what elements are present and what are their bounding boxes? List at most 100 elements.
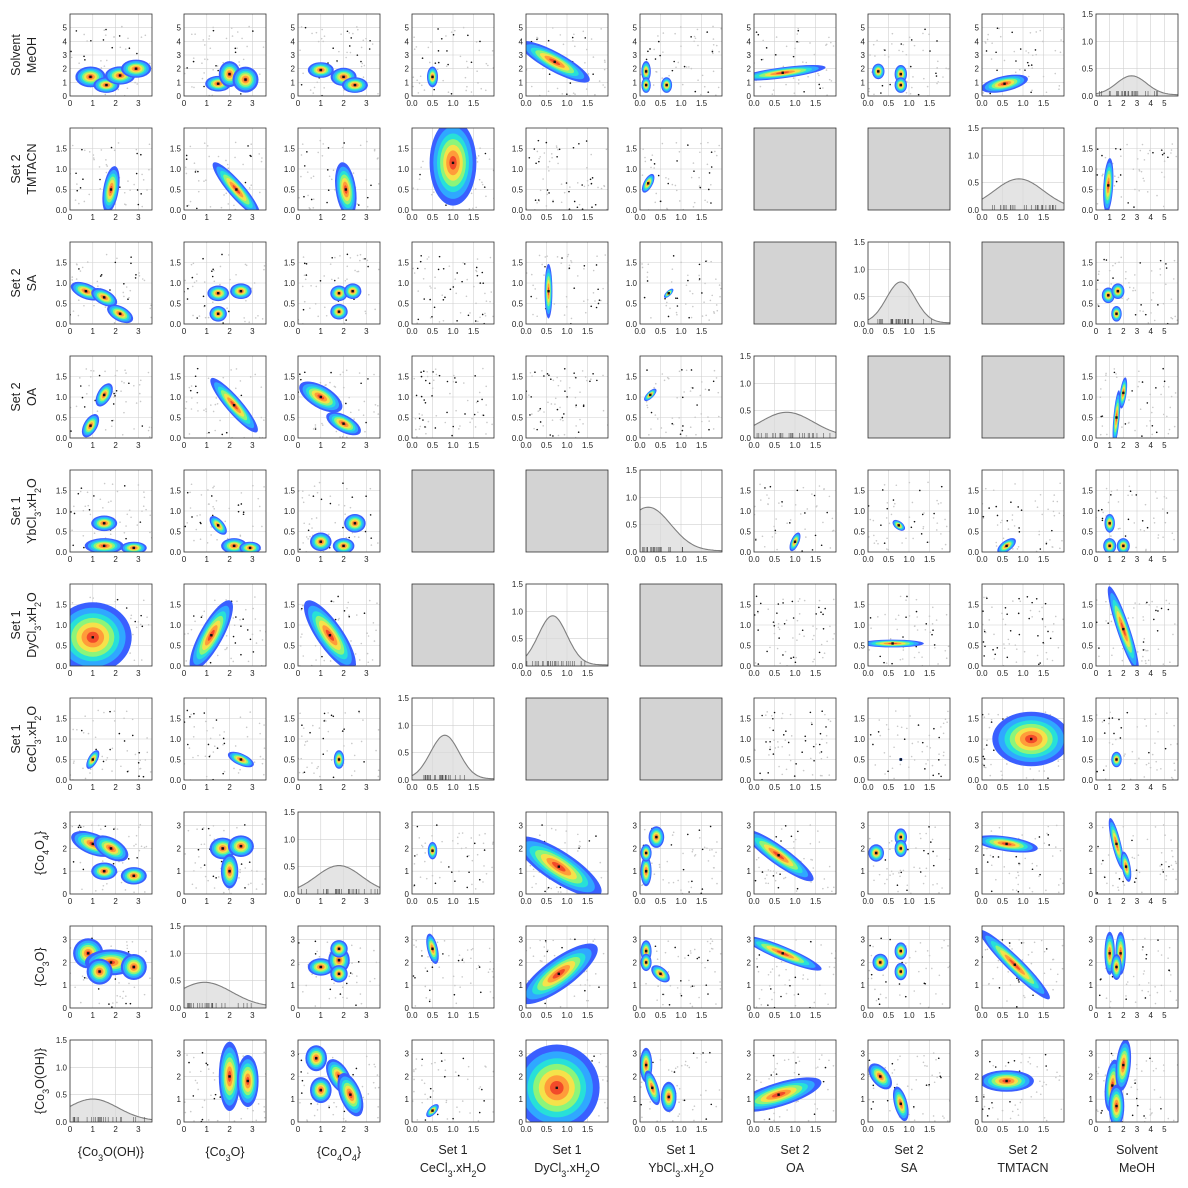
y-tick-label: 0.0 [740,662,752,671]
scatter-point [781,712,784,715]
scatter-point [903,738,906,740]
x-tick-label: 0 [182,327,187,336]
scatter-point [574,93,576,96]
scatter-point [566,396,568,398]
scatter-point [210,526,213,528]
scatter-point [1037,634,1039,637]
x-tick-label: 4 [1148,213,1153,222]
scatter-point [1170,298,1173,300]
scatter-point [201,614,204,617]
scatter-point [1015,648,1018,650]
y-tick-label: 0.5 [854,642,866,651]
y-tick-label: 0.0 [512,206,524,215]
scatter-point [1035,53,1037,56]
scatter-point [1103,719,1106,722]
panel-r4-c3 [411,469,495,553]
scatter-point [323,87,325,89]
panel-content [412,128,494,210]
scatter-point [885,517,888,519]
scatter-point [235,188,238,191]
scatter-point [363,400,366,403]
scatter-point [70,50,72,53]
scatter-point [356,203,359,205]
scatter-point [377,769,380,772]
scatter-point [812,660,814,663]
scatter-point [452,425,455,428]
x-tick-label: 1 [205,669,210,678]
scatter-point [1131,494,1133,496]
scatter-point [476,274,479,277]
scatter-point [374,308,376,311]
scatter-point [309,89,312,91]
scatter-point [899,758,902,761]
scatter-point [1016,548,1019,550]
scatter-point [300,26,303,28]
y-tick-label: 0.5 [626,521,638,530]
scatter-point [649,393,652,397]
scatter-point [576,275,579,277]
scatter-point [197,410,199,412]
scatter-point [215,500,218,502]
scatter-point [484,292,486,295]
scatter-point [1111,717,1114,719]
scatter-point [703,85,706,88]
scatter-point [913,44,916,47]
scatter-point [252,30,254,32]
scatter-point [192,60,195,63]
panel-frame [867,469,951,553]
scatter-point [792,77,795,79]
scatter-point [203,610,206,613]
scatter-point [369,39,371,42]
x-tick-label: 3 [136,555,141,564]
y-tick-label: 1.5 [512,259,524,268]
scatter-point [1173,425,1176,428]
x-tick-label: 3 [136,441,141,450]
scatter-point [480,87,483,90]
scatter-point [1000,770,1002,773]
scatter-point [116,369,118,372]
y-tick-label: 0.0 [170,662,182,671]
scatter-point [92,597,94,599]
scatter-point [194,169,197,172]
scatter-point [444,296,446,299]
panel-content [869,710,949,780]
scatter-point [466,85,468,88]
scatter-point [789,519,792,521]
scatter-point [372,622,375,624]
scatter-point [828,495,831,498]
scatter-point [999,521,1002,524]
scatter-point [329,495,332,497]
x-tick-label: 0.0 [862,555,874,564]
scatter-point [555,145,558,147]
panel-frame [525,13,609,97]
scatter-point [83,546,85,549]
scatter-point [353,535,356,538]
scatter-point [757,611,759,614]
scatter-point [89,772,91,774]
scatter-point [1105,620,1107,622]
scatter-point [146,616,148,619]
scatter-point [705,260,707,263]
x-tick-label: 1.0 [903,669,915,678]
scatter-point [141,425,144,427]
scatter-point [556,408,559,411]
scatter-point [781,505,783,507]
empty-panel [525,697,609,781]
scatter-point [1154,742,1156,744]
scatter-point [348,536,350,539]
panel-r4-c1: 0 1 2 30.00.51.01.5 [170,469,267,564]
scatter-point [901,658,904,660]
scatter-point [329,263,332,265]
scatter-point [868,87,870,90]
scatter-point [759,483,761,486]
scatter-point [713,369,716,372]
x-tick-label: 5 [1162,213,1167,222]
x-tick-label: 0.0 [634,555,646,564]
scatter-point [236,31,239,33]
scatter-point [1124,423,1127,425]
scatter-point [705,314,707,317]
scatter-point [1148,603,1151,606]
y-tick-label: 1.0 [170,507,182,516]
scatter-point [1160,393,1162,396]
scatter-point [113,710,116,712]
